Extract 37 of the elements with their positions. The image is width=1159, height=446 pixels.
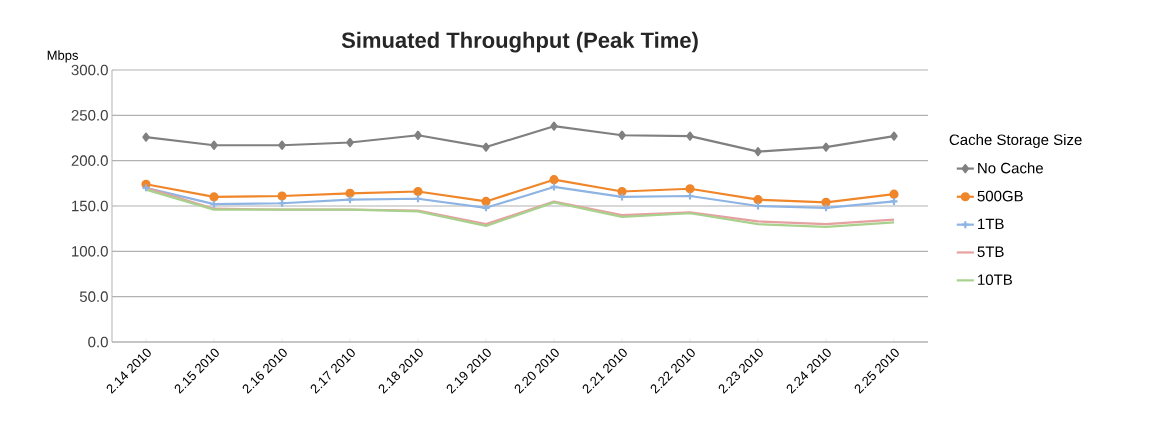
point [346, 137, 354, 148]
point [277, 191, 287, 201]
legend-label: 5TB [977, 246, 1004, 258]
point [889, 189, 899, 199]
point [686, 131, 694, 141]
legend-title: Cache Storage Size [949, 134, 1082, 149]
point [754, 146, 762, 157]
point [345, 188, 355, 198]
y-tick-label: 0.0 [88, 336, 108, 348]
point [209, 192, 219, 202]
y-tick-label: 150.0 [72, 200, 108, 212]
point [278, 140, 286, 150]
y-tick-label: 250.0 [71, 110, 108, 121]
legend-label: No Cache [978, 162, 1043, 174]
point [142, 132, 150, 142]
y-tick-label: 100.0 [72, 246, 108, 257]
point [414, 130, 422, 140]
y-tick-label: 50.0 [79, 291, 108, 302]
point [481, 196, 491, 207]
y-tick-label: 300.0 [71, 64, 108, 76]
point [890, 131, 898, 141]
point [618, 130, 626, 140]
point [822, 142, 830, 152]
point [482, 142, 490, 152]
legend-label: 10TB [978, 274, 1012, 285]
legend-label: 1TB [978, 218, 1004, 230]
point [685, 184, 695, 194]
legend-label: 500GB [977, 190, 1023, 202]
y-axis-title: Mbps [47, 50, 79, 63]
point [753, 195, 763, 205]
point [550, 121, 558, 131]
chart-title: Simuated Throughput (Peak Time) [341, 31, 698, 53]
y-tick-label: 200.0 [71, 155, 108, 166]
point [413, 186, 423, 197]
point [821, 197, 831, 207]
point [549, 175, 559, 185]
point [210, 140, 218, 150]
